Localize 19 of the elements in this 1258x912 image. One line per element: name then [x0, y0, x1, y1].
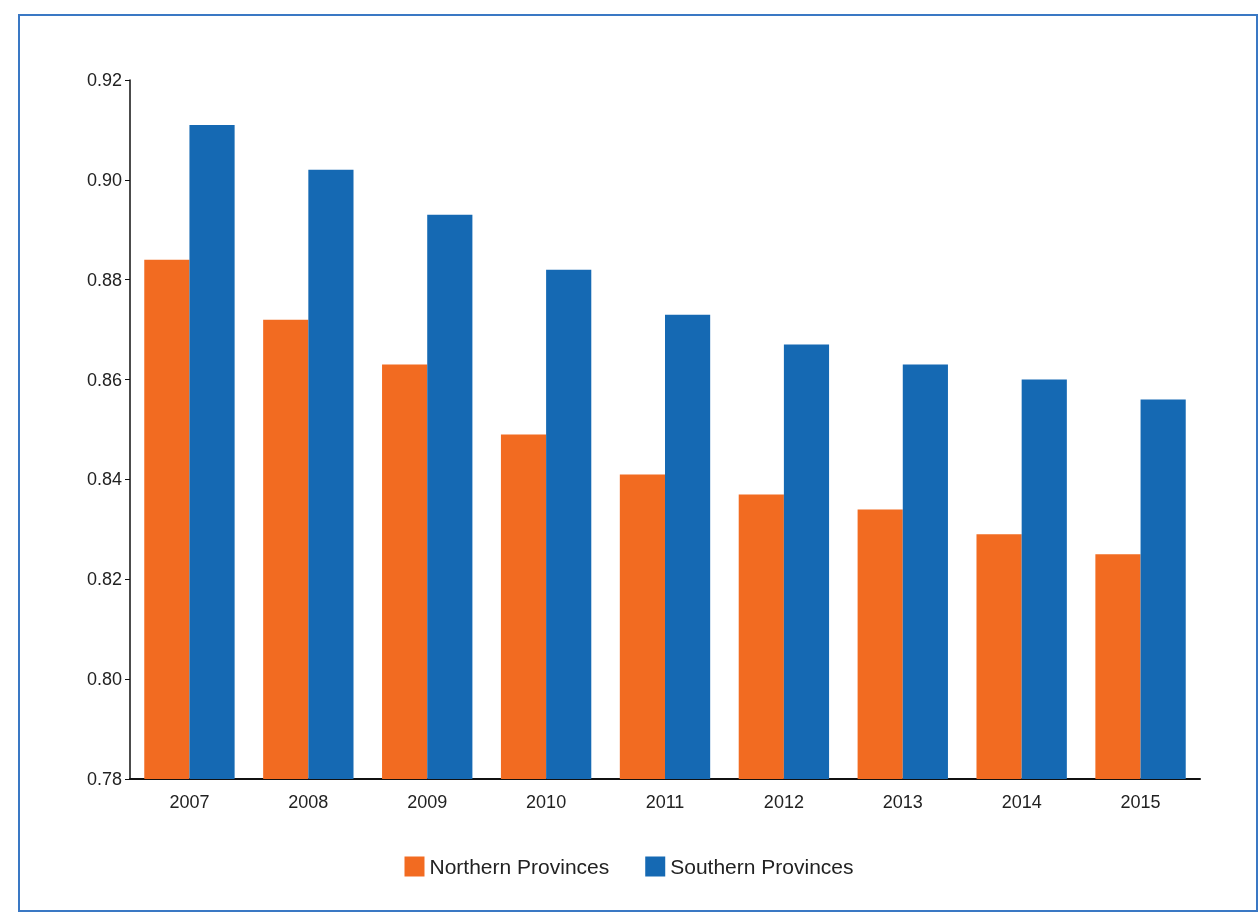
x-tick-label: 2009: [407, 792, 448, 812]
y-tick-label: 0.80: [86, 669, 122, 690]
x-tick-label: 2013: [882, 792, 923, 812]
y-tick-label: 0.88: [86, 269, 122, 290]
x-tick-label: 2008: [288, 792, 329, 812]
y-tick-label: 0.82: [86, 569, 122, 590]
x-tick-label: 2012: [763, 792, 804, 812]
y-tick-label: 0.78: [86, 769, 122, 789]
y-tick-label: 0.90: [86, 169, 122, 190]
y-tick-label: 0.86: [86, 369, 122, 390]
y-tick-label: 0.84: [86, 469, 122, 490]
x-tick-label: 2014: [1001, 792, 1042, 812]
x-tick-label: 2015: [1120, 792, 1161, 812]
x-tick-label: 2007: [169, 792, 210, 812]
legend-label: Southern Provinces: [670, 855, 854, 878]
y-tick-label: 0.92: [86, 70, 122, 90]
x-tick-label: 2011: [645, 792, 685, 812]
legend-label: Northern Provinces: [429, 855, 610, 878]
x-tick-label: 2010: [526, 792, 567, 812]
